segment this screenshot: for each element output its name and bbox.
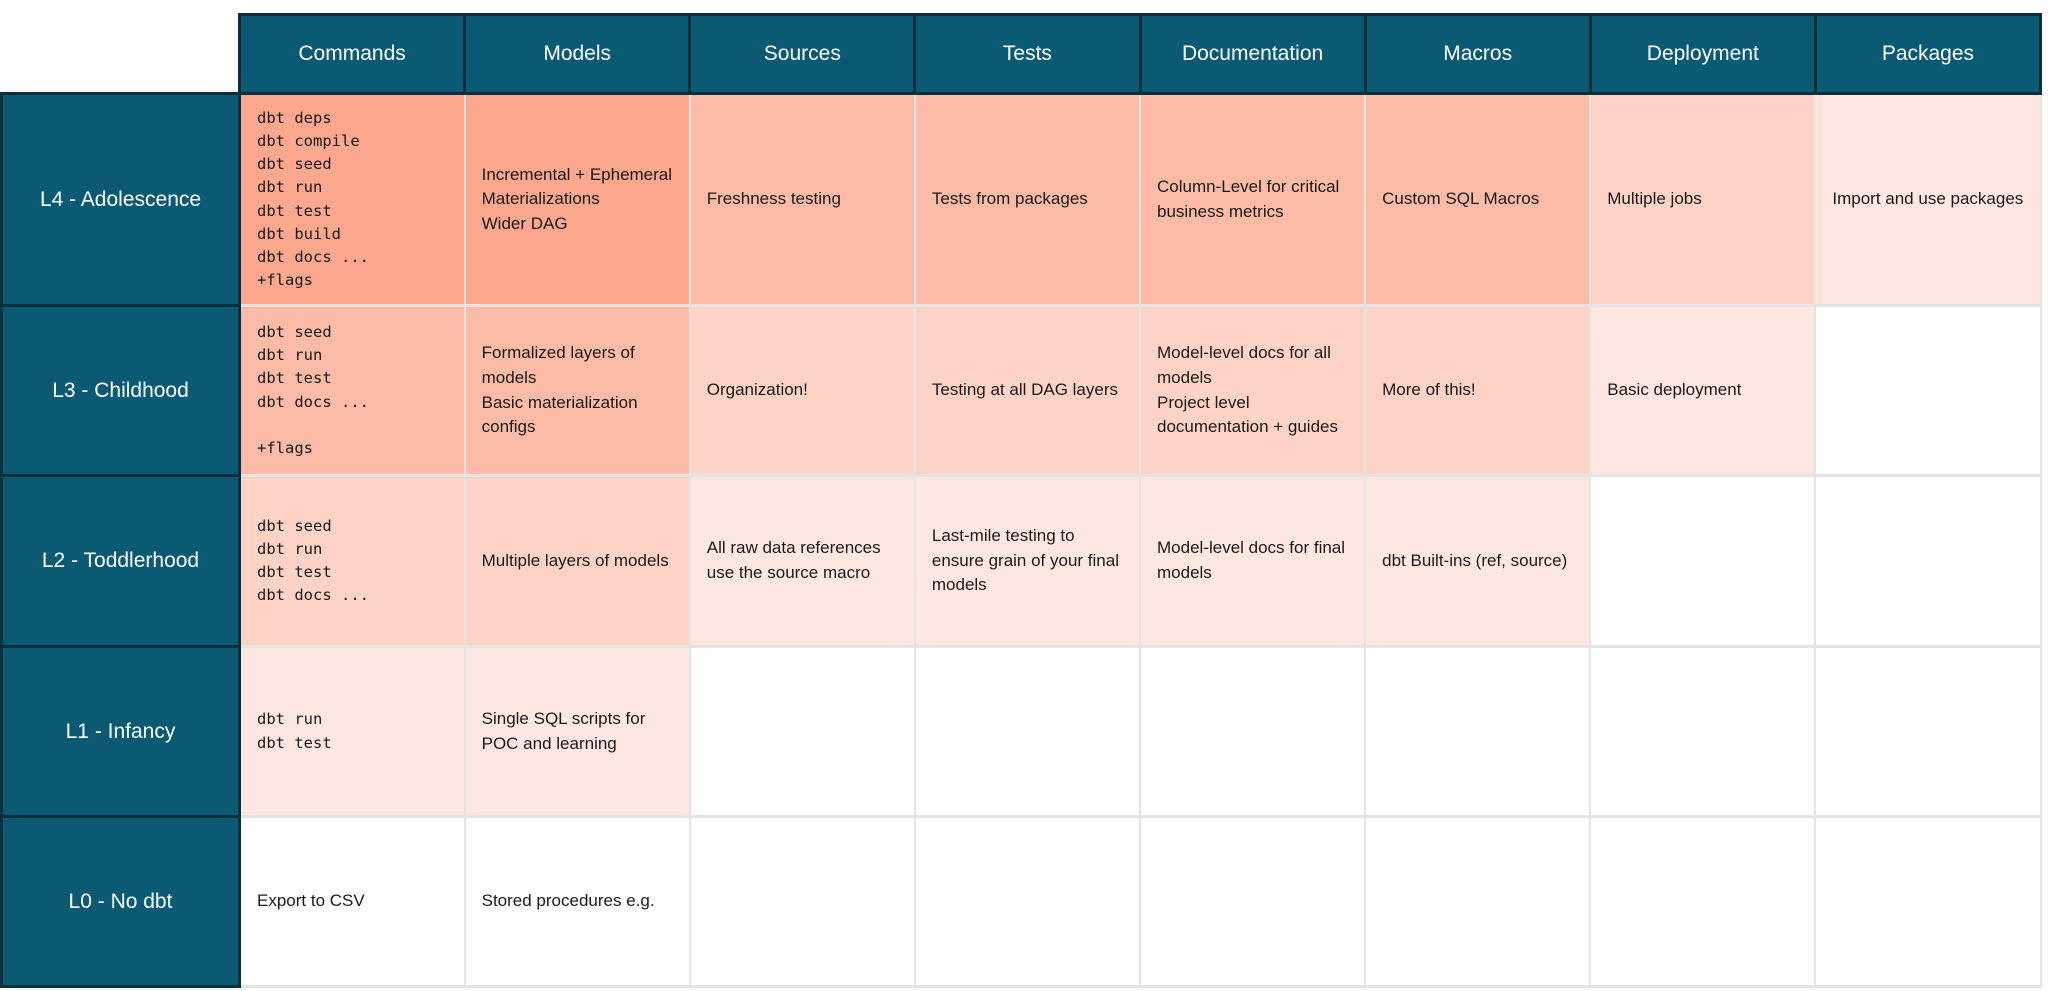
matrix-cell-l2-documentation: Model-level docs for final models bbox=[1138, 474, 1367, 648]
matrix-cell-l0-sources bbox=[688, 815, 916, 988]
matrix-cell-l2-commands: dbt seed dbt run dbt test dbt docs ... bbox=[238, 474, 466, 648]
matrix-cell-l4-sources: Freshness testing bbox=[688, 92, 916, 307]
matrix-cell-l2-models: Multiple layers of models bbox=[463, 474, 691, 648]
matrix-cell-l0-packages bbox=[1814, 815, 2042, 988]
matrix-cell-l0-models: Stored procedures e.g. bbox=[463, 815, 691, 988]
matrix-cell-l2-sources: All raw data references use the source m… bbox=[688, 474, 916, 648]
table-row-l3: L3 - Childhood dbt seed dbt run dbt test… bbox=[0, 304, 2042, 477]
matrix-cell-l2-macros: dbt Built-ins (ref, source) bbox=[1364, 474, 1592, 648]
column-header-models: Models bbox=[463, 13, 692, 95]
matrix-cell-l1-tests bbox=[913, 645, 1142, 818]
row-label-l3-childhood: L3 - Childhood bbox=[0, 304, 241, 477]
matrix-cell-l4-commands: dbt deps dbt compile dbt seed dbt run db… bbox=[238, 92, 466, 307]
column-header-macros: Macros bbox=[1363, 13, 1592, 95]
matrix-cell-l3-commands: dbt seed dbt run dbt test dbt docs ... +… bbox=[238, 304, 466, 477]
column-header-deployment: Deployment bbox=[1588, 13, 1817, 95]
row-label-l1-infancy: L1 - Infancy bbox=[0, 645, 241, 818]
matrix-cell-l4-deployment: Multiple jobs bbox=[1589, 92, 1817, 307]
matrix-cell-l2-tests: Last-mile testing to ensure grain of you… bbox=[913, 474, 1142, 648]
column-header-sources: Sources bbox=[688, 13, 917, 95]
matrix-cell-l4-models: Incremental + Ephemeral Materializations… bbox=[463, 92, 691, 307]
matrix-cell-l0-commands: Export to CSV bbox=[238, 815, 466, 988]
matrix-header-row: Commands Models Sources Tests Documentat… bbox=[1, 13, 2043, 95]
matrix-cell-l0-macros bbox=[1364, 815, 1592, 988]
matrix-cell-l4-documentation: Column-Level for critical business metri… bbox=[1138, 92, 1367, 307]
matrix-cell-l2-deployment bbox=[1589, 474, 1817, 648]
column-header-packages: Packages bbox=[1813, 13, 2043, 95]
matrix-cell-l4-tests: Tests from packages bbox=[913, 92, 1142, 307]
matrix-cell-l1-models: Single SQL scripts for POC and learning bbox=[463, 645, 691, 818]
table-row-l0: L0 - No dbt Export to CSV Stored procedu… bbox=[0, 815, 2042, 988]
corner-spacer bbox=[1, 14, 240, 94]
matrix-cell-l1-packages bbox=[1814, 645, 2042, 818]
matrix-cell-l1-commands: dbt run dbt test bbox=[238, 645, 466, 818]
table-row-l2: L2 - Toddlerhood dbt seed dbt run dbt te… bbox=[0, 474, 2042, 648]
matrix-cell-l0-documentation bbox=[1138, 815, 1367, 988]
matrix-cell-l1-documentation bbox=[1138, 645, 1367, 818]
matrix-cell-l0-tests bbox=[913, 815, 1142, 988]
matrix-cell-l3-tests: Testing at all DAG layers bbox=[913, 304, 1142, 477]
row-label-l4-adolescence: L4 - Adolescence bbox=[0, 92, 241, 307]
matrix-cell-l3-documentation: Model-level docs for all models Project … bbox=[1138, 304, 1367, 477]
column-header-documentation: Documentation bbox=[1138, 13, 1367, 95]
matrix-cell-l4-packages: Import and use packages bbox=[1814, 92, 2042, 307]
table-row-l1: L1 - Infancy dbt run dbt test Single SQL… bbox=[0, 645, 2042, 818]
matrix-cell-l3-models: Formalized layers of models Basic materi… bbox=[463, 304, 691, 477]
maturity-matrix: Commands Models Sources Tests Documentat… bbox=[0, 13, 2043, 988]
matrix-cell-l1-sources bbox=[688, 645, 916, 818]
column-header-tests: Tests bbox=[913, 13, 1142, 95]
table-row-l4: L4 - Adolescence dbt deps dbt compile db… bbox=[0, 92, 2042, 307]
matrix-cell-l1-macros bbox=[1364, 645, 1592, 818]
matrix-cell-l1-deployment bbox=[1589, 645, 1817, 818]
matrix-cell-l3-sources: Organization! bbox=[688, 304, 916, 477]
matrix-cell-l3-macros: More of this! bbox=[1364, 304, 1592, 477]
matrix-cell-l3-packages bbox=[1814, 304, 2042, 477]
matrix-cell-l2-packages bbox=[1814, 474, 2042, 648]
matrix-cell-l0-deployment bbox=[1589, 815, 1817, 988]
row-label-l0-no-dbt: L0 - No dbt bbox=[0, 815, 241, 988]
matrix-cell-l3-deployment: Basic deployment bbox=[1589, 304, 1817, 477]
column-header-commands: Commands bbox=[237, 13, 467, 95]
row-label-l2-toddlerhood: L2 - Toddlerhood bbox=[0, 474, 241, 648]
matrix-cell-l4-macros: Custom SQL Macros bbox=[1364, 92, 1592, 307]
